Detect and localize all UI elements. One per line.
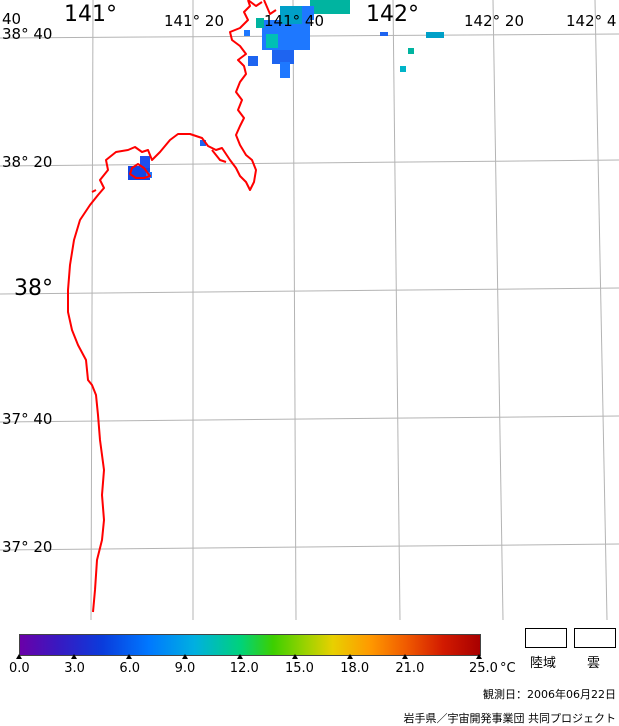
temperature-color-bar [19,634,481,656]
color-bar-label: 18.0 [340,661,370,676]
lat-label-37-20: 37° 20 [2,538,53,556]
color-bar-tick [16,654,22,659]
color-bar-tick [292,654,298,659]
color-bar-tick [236,654,243,659]
color-bar-tick [181,654,188,659]
color-bar-label: 6.0 [119,661,141,676]
cloud-legend-label: 雲 [587,656,601,671]
project-credit: 岩手県／宇宙開発事業団 共同プロジェクト [403,712,617,725]
sea-surface-temperature-pixels [128,0,444,180]
color-bar-label: 12.0 [229,661,259,676]
map-canvas [0,0,619,620]
color-bar-label: 25.0 [469,661,498,676]
lon-label-141-20: 141° 20 [164,12,224,30]
lat-label-37-40: 37° 40 [2,410,53,428]
color-bar-tick [347,654,354,659]
color-bar-unit: °C [500,661,516,676]
observation-date: 観測日：2006年06月22日 [483,688,616,701]
lon-label-142-40: 142° 4 [566,12,617,30]
coastline [67,0,277,613]
lat-label-38: 38° [14,276,53,301]
color-bar-label: 15.0 [285,661,314,676]
cloud-legend-swatch [574,628,616,648]
lon-label-141: 141° [64,2,117,27]
color-bar-label: 3.0 [64,661,85,676]
color-bar-tick [71,654,78,659]
color-bar-tick [402,654,409,659]
land-legend-swatch [525,628,567,648]
lat-label-38-20: 38° 20 [2,153,53,171]
lat-lon-grid [0,0,619,620]
map-area: 40 141° 141° 20 141° 40 142° 142° 20 142… [0,0,619,620]
lon-label-140-40: 40 [2,10,22,28]
color-bar-tick [126,654,133,659]
color-bar-label: 21.0 [395,661,425,676]
lon-label-141-40: 141° 40 [264,12,324,30]
lon-label-142: 142° [366,2,419,27]
color-bar-tick [476,654,482,659]
color-bar-label: 0.0 [9,661,30,676]
land-legend-label: 陸域 [530,656,557,671]
lon-label-142-20: 142° 20 [464,12,524,30]
lat-label-38-40: 38° 40 [2,25,53,43]
color-bar-label: 9.0 [174,661,196,676]
